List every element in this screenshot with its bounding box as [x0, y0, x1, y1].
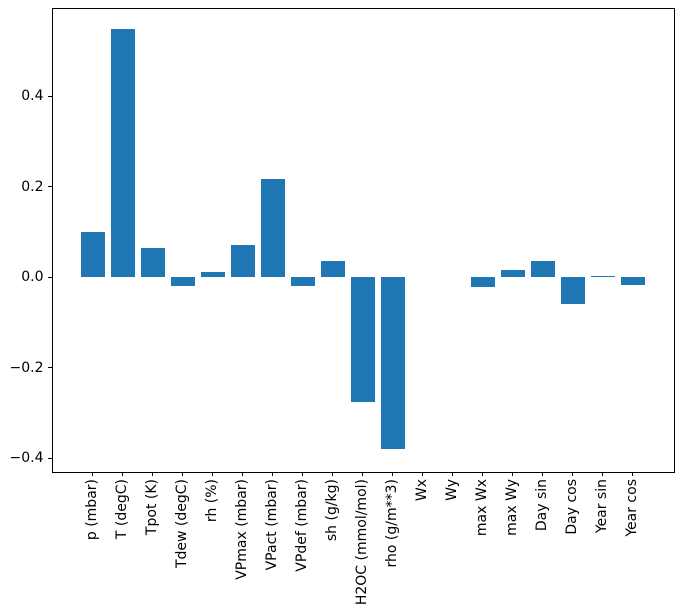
x-tick-label: Wy [444, 478, 460, 501]
y-tick-mark [47, 186, 52, 188]
x-tick-label: Tdew (degC) [174, 478, 190, 568]
bar-t-degc [110, 29, 135, 278]
x-tick-label: Year cos [624, 478, 640, 537]
x-tick-label: VPdef (mbar) [294, 478, 310, 572]
y-tick-mark [47, 367, 52, 369]
x-tick-mark [212, 471, 213, 476]
bar-vpdef-mbar [290, 277, 315, 287]
x-tick-label: Tpot (K) [144, 478, 160, 535]
x-tick-mark [482, 471, 483, 476]
x-tick-mark [122, 471, 123, 476]
x-tick-mark [362, 471, 363, 476]
bar-h2oc-mmol-mol [350, 277, 375, 402]
x-tick-mark [92, 471, 93, 476]
y-tick-label: 0.0 [21, 269, 44, 286]
x-tick-mark [272, 471, 273, 476]
x-tick-label: rho (g/m**3) [384, 478, 400, 567]
y-tick-mark [47, 95, 52, 97]
plot-area [51, 7, 675, 473]
bar-day-sin [530, 261, 555, 278]
bar-year-cos [620, 277, 645, 286]
x-tick-label: sh (g/kg) [324, 478, 340, 541]
x-tick-label: T (degC) [114, 478, 130, 539]
bar-vpmax-mbar [230, 245, 255, 278]
bar-max-wx [470, 277, 495, 287]
x-tick-label: VPact (mbar) [264, 478, 280, 570]
x-tick-label: p (mbar) [84, 478, 100, 540]
x-tick-label: max Wx [474, 478, 490, 536]
bar-vpact-mbar [260, 178, 285, 278]
x-tick-label: VPmax (mbar) [234, 478, 250, 580]
x-tick-label: Year sin [594, 478, 610, 533]
bar-day-cos [560, 277, 585, 305]
bar-rho-g-m-3 [380, 277, 405, 450]
bar-max-wy [500, 270, 525, 278]
x-tick-mark [572, 471, 573, 476]
x-tick-mark [602, 471, 603, 476]
x-tick-mark [332, 471, 333, 476]
y-tick-label: −0.4 [9, 450, 44, 467]
bar-year-sin [590, 275, 615, 278]
y-tick-label: 0.2 [21, 178, 44, 195]
x-tick-label: max Wy [504, 478, 520, 536]
bar-tdew-degc [170, 277, 195, 287]
x-tick-mark [182, 471, 183, 476]
y-tick-label: 0.4 [21, 88, 44, 105]
bar-sh-g-kg [320, 261, 345, 278]
x-tick-label: Day sin [534, 478, 550, 531]
bar-rh [200, 272, 225, 278]
bar-tpot-k [140, 247, 165, 278]
x-tick-label: Wx [414, 478, 430, 501]
x-tick-mark [422, 471, 423, 476]
x-tick-label: H2OC (mmol/mol) [354, 478, 370, 605]
y-tick-mark [47, 457, 52, 459]
x-tick-mark [632, 471, 633, 476]
x-tick-label: Day cos [564, 478, 580, 535]
x-tick-mark [542, 471, 543, 476]
x-tick-mark [452, 471, 453, 476]
x-tick-mark [242, 471, 243, 476]
x-tick-mark [392, 471, 393, 476]
x-tick-mark [152, 471, 153, 476]
y-tick-label: −0.2 [9, 359, 44, 376]
bar-p-mbar [80, 232, 105, 278]
x-tick-mark [512, 471, 513, 476]
x-tick-label: rh (%) [204, 478, 220, 522]
x-tick-mark [302, 471, 303, 476]
y-tick-mark [47, 276, 52, 278]
